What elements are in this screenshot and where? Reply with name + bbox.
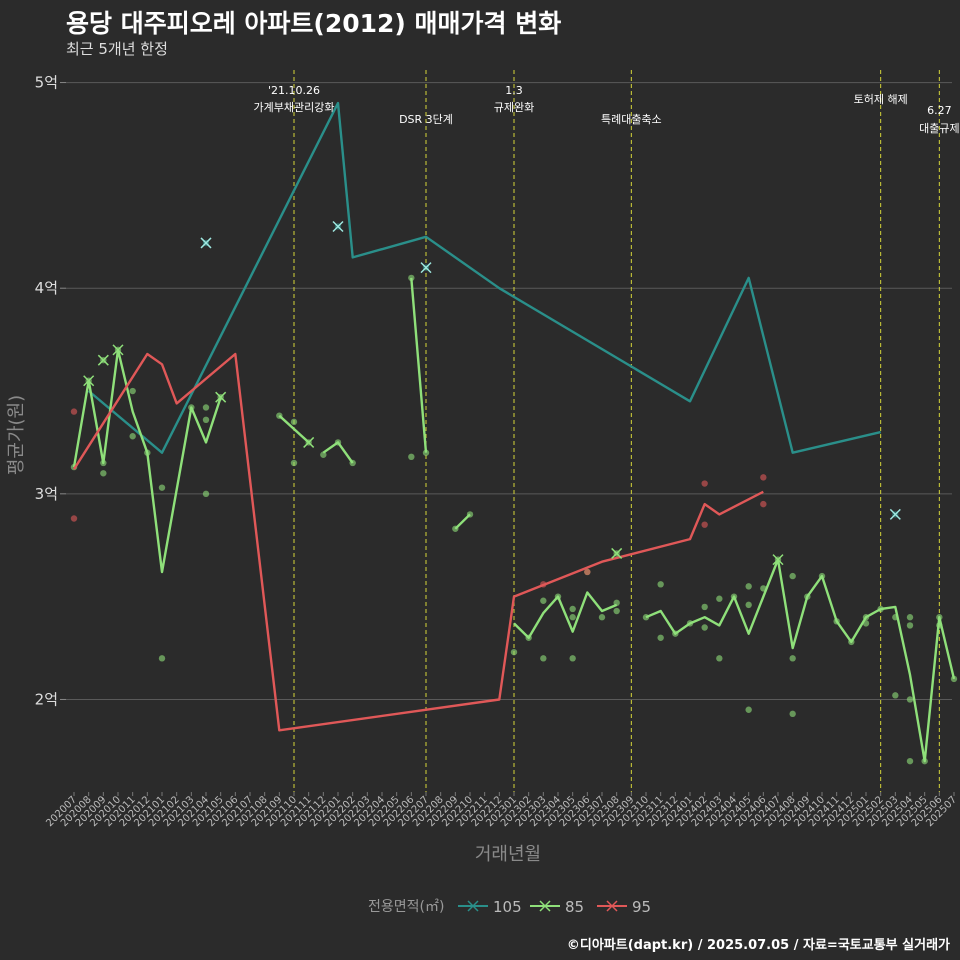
series-line	[322, 441, 354, 464]
data-point	[789, 572, 796, 580]
data-point	[657, 581, 664, 588]
data-series	[70, 101, 958, 765]
data-point	[540, 597, 547, 604]
event-date-label: 1.3	[505, 84, 523, 97]
event-date-label: 6.27	[927, 104, 952, 117]
data-point	[745, 601, 752, 609]
data-point	[510, 648, 518, 656]
cross-marker	[215, 391, 227, 403]
data-point	[100, 470, 107, 477]
data-point	[892, 692, 899, 699]
data-point	[158, 655, 166, 662]
event-label: 가계부채관리강화	[254, 101, 335, 114]
data-point	[408, 453, 415, 461]
data-point	[202, 416, 210, 424]
event-label: 특례대출축소	[601, 113, 662, 126]
data-point	[569, 614, 576, 621]
chart-title: 용당 대주피오레 아파트(2012) 매매가격 변화	[66, 9, 562, 38]
data-point	[701, 521, 708, 528]
x-axis-title: 거래년월	[475, 844, 541, 865]
legend: 전용면적(㎡) 105 85 95	[368, 898, 651, 916]
event-label: 토허제 해제	[854, 92, 908, 106]
data-point	[760, 474, 767, 481]
x-axis-ticks: 2020072020082020092020102020112020122021…	[44, 792, 959, 829]
data-point	[422, 449, 430, 456]
grid-lines	[66, 82, 952, 700]
data-point	[290, 418, 298, 426]
data-point	[158, 484, 166, 491]
legend-swatch-marker	[467, 900, 479, 912]
legend-swatch-marker	[539, 900, 551, 912]
data-point	[569, 655, 576, 662]
data-point	[789, 655, 796, 662]
cross-marker	[889, 508, 901, 520]
y-tick-label: 3억	[35, 485, 58, 503]
cross-marker	[83, 375, 95, 387]
cross-marker	[112, 344, 124, 356]
cross-marker	[303, 436, 315, 448]
data-point	[701, 603, 708, 611]
data-point	[584, 568, 591, 576]
cross-marker	[200, 237, 212, 249]
data-point	[906, 757, 914, 765]
data-point	[657, 634, 664, 641]
data-point	[613, 607, 620, 615]
data-point	[701, 624, 708, 631]
event-label: DSR 3단계	[399, 113, 453, 126]
data-point	[701, 480, 708, 487]
data-point	[202, 404, 210, 411]
data-point	[760, 500, 767, 508]
chart-subtitle: 최근 5개년 한정	[66, 40, 168, 58]
source-caption: ©디아파트(dapt.kr) / 2025.07.05 / 자료=국토교통부 실…	[566, 938, 950, 953]
event-label: 규제완화	[494, 101, 534, 114]
series-105	[87, 101, 899, 518]
y-tick-label: 5억	[35, 74, 58, 92]
event-date-label: '21.10.26	[268, 84, 320, 97]
data-point	[716, 655, 723, 662]
y-axis-ticks: 2억 3억 4억 5억	[35, 74, 66, 708]
cross-marker	[420, 262, 432, 274]
series-line	[87, 101, 881, 454]
cross-marker	[772, 554, 784, 566]
data-point	[70, 408, 78, 415]
legend-swatch-marker	[606, 900, 618, 912]
series-line	[645, 558, 956, 763]
data-point	[540, 655, 547, 662]
cross-marker	[332, 220, 344, 233]
series-line	[410, 277, 428, 453]
data-point	[129, 433, 136, 440]
data-point	[716, 595, 723, 602]
data-point	[320, 451, 327, 458]
series-line	[454, 513, 471, 530]
data-point	[906, 622, 914, 629]
data-point	[745, 706, 752, 713]
series-line	[513, 591, 618, 639]
data-point	[789, 710, 796, 718]
series-95	[70, 352, 767, 732]
legend-label: 105	[493, 898, 522, 916]
data-point	[202, 490, 210, 498]
data-point	[745, 583, 752, 590]
series-line	[72, 352, 764, 732]
legend-label: 85	[565, 898, 584, 916]
data-point	[906, 696, 914, 703]
data-point	[569, 605, 576, 613]
event-label: 대출규제	[919, 122, 959, 135]
data-point	[290, 459, 298, 467]
y-axis-title: 평균가(원)	[6, 395, 27, 475]
legend-title: 전용면적(㎡)	[368, 899, 444, 915]
cross-marker	[611, 547, 623, 559]
y-tick-label: 4억	[35, 279, 58, 297]
y-tick-label: 2억	[35, 690, 58, 708]
data-point	[70, 515, 78, 522]
cross-marker	[97, 354, 109, 366]
data-point	[129, 387, 136, 395]
series-line	[72, 348, 222, 574]
legend-label: 95	[632, 898, 651, 916]
data-point	[598, 614, 606, 621]
data-point	[906, 614, 914, 621]
